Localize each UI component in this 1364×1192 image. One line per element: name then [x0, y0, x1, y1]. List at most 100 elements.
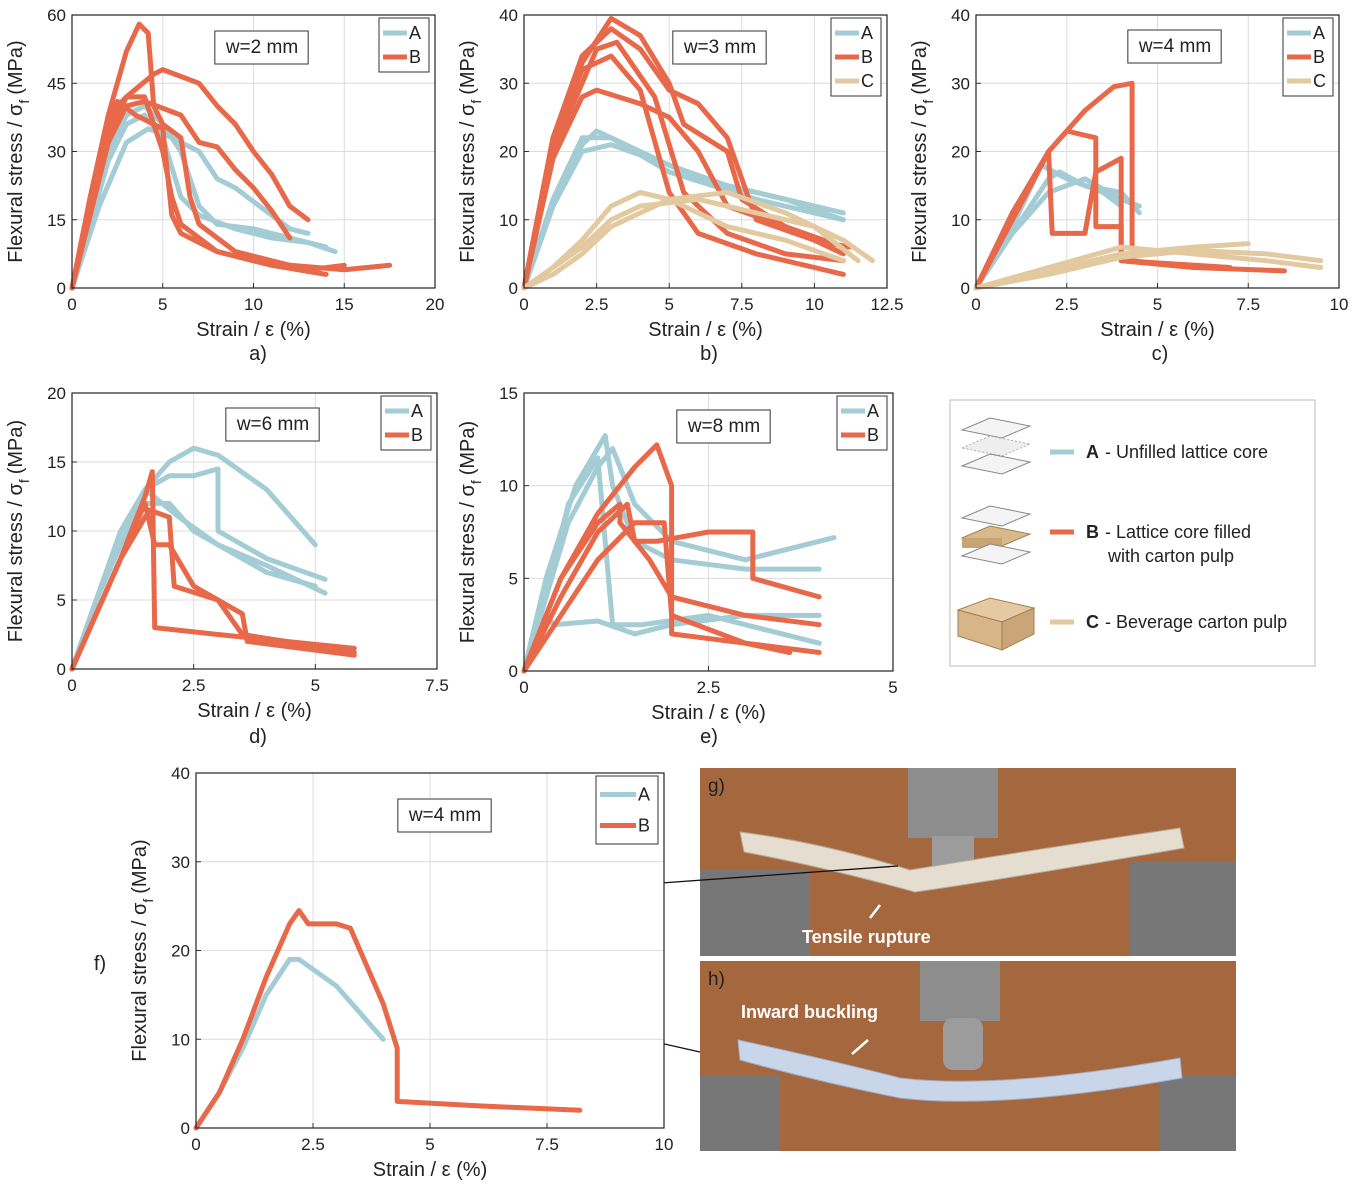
x-tick-label: 20 — [426, 295, 445, 314]
y-axis-label: Flexural stress / σf (MPa) — [5, 420, 32, 642]
legend-box — [380, 395, 432, 451]
legend-box — [836, 395, 888, 451]
y-axis-label-subscript: f — [468, 100, 484, 104]
panel-label: a) — [249, 343, 267, 365]
curve — [973, 244, 1324, 291]
y-axis-label-subscript: f — [16, 100, 32, 104]
y-tick-label: 5 — [57, 591, 66, 610]
curve — [69, 126, 311, 291]
x-tick-label: 2.5 — [301, 1135, 325, 1154]
y-tick-label: 0 — [181, 1119, 190, 1138]
y-axis-label-text: Flexural stress / σ — [457, 483, 479, 643]
y-axis-label-text: Flexural stress / σ — [5, 482, 27, 642]
x-tick-label: 7.5 — [425, 676, 449, 695]
legend-label: C — [861, 71, 874, 91]
x-tick-label: 10 — [805, 295, 824, 314]
chart: 0 2.5 5 7.5 10 12.5 0 10 20 30 40 w=3 mm ABC Strain /… — [457, 6, 904, 365]
legend-label: C — [1313, 71, 1326, 91]
legend-label: A — [409, 23, 421, 43]
x-tick-label: 2.5 — [182, 676, 206, 695]
legend-label: B — [638, 816, 650, 836]
y-tick-label: 0 — [509, 279, 518, 298]
panel-label: c) — [1152, 343, 1169, 365]
y-tick-label: 10 — [499, 211, 518, 230]
legend-label: B — [411, 425, 423, 445]
curve — [69, 21, 393, 291]
x-tick-label: 7.5 — [535, 1135, 559, 1154]
curve — [521, 53, 846, 291]
legend-label: B — [867, 425, 879, 445]
legend-label: B — [861, 47, 873, 67]
curve — [69, 112, 338, 291]
panel-label: f) — [94, 953, 106, 975]
y-axis-label: Flexural stress / σf (MPa) — [5, 40, 32, 262]
x-tick-label: 5 — [425, 1135, 434, 1154]
x-tick-label: 5 — [311, 676, 320, 695]
y-tick-label: 40 — [499, 6, 518, 25]
legend-label: A — [411, 401, 423, 421]
curve — [521, 26, 852, 291]
key-letter: B — [1086, 522, 1099, 542]
plot-frame — [195, 772, 665, 1129]
y-tick-label: 30 — [951, 74, 970, 93]
curve — [521, 189, 875, 291]
legend-box — [378, 17, 430, 73]
annotation-box — [672, 30, 767, 65]
y-tick-label: 20 — [951, 143, 970, 162]
x-tick-label: 5 — [1153, 295, 1162, 314]
curve — [521, 135, 846, 291]
y-axis-label-subscript: f — [16, 479, 32, 483]
key-text: with carton pulp — [1107, 546, 1234, 566]
photo-text: g) — [708, 776, 725, 797]
annotation-box — [214, 30, 309, 65]
y-tick-label: 10 — [951, 211, 970, 230]
curve — [69, 98, 329, 291]
curve — [69, 487, 318, 672]
legend-label: B — [1313, 47, 1325, 67]
plot-frame — [523, 14, 888, 289]
y-tick-label: 30 — [47, 143, 66, 162]
y-tick-label: 60 — [47, 6, 66, 25]
y-axis-label: Flexural stress / σf (MPa) — [129, 839, 156, 1061]
y-tick-label: 20 — [499, 143, 518, 162]
y-tick-label: 0 — [57, 279, 66, 298]
key-text: - Unfilled lattice core — [1105, 442, 1268, 462]
y-tick-label: 45 — [47, 74, 66, 93]
key-letter: C — [1086, 612, 1099, 632]
y-tick-label: 15 — [47, 211, 66, 230]
icon-c — [956, 597, 1036, 651]
x-tick-label: 2.5 — [585, 295, 609, 314]
y-axis-label-subscript: f — [920, 100, 936, 104]
y-tick-label: 10 — [47, 522, 66, 541]
x-tick-label: 7.5 — [1236, 295, 1260, 314]
curve — [973, 162, 1124, 291]
annotation: w=4 mm — [1138, 36, 1211, 57]
curve — [521, 39, 846, 291]
photo-text: Tensile rupture — [802, 927, 931, 947]
chart: 0 2.5 5 7.5 0 5 10 15 20 w=6 mm AB Strain / ε (%) Fl… — [5, 384, 449, 748]
annotation: w=2 mm — [225, 37, 298, 58]
x-tick-label: 0 — [67, 676, 76, 695]
y-tick-label: 20 — [171, 942, 190, 961]
panel-label: b) — [700, 343, 718, 365]
x-axis-label: Strain / ε (%) — [196, 319, 311, 341]
y-tick-label: 40 — [171, 764, 190, 783]
chart: 0 2.5 5 0 5 10 15 w=8 mm AB Strain / ε (%) Flexura… — [457, 384, 898, 748]
plot-frame — [71, 392, 438, 670]
legend-box — [595, 775, 659, 845]
y-axis-label-unit: (MPa) — [909, 40, 931, 94]
curve — [193, 908, 583, 1131]
y-axis-label-unit: (MPa) — [129, 839, 151, 893]
x-axis-label: Strain / ε (%) — [197, 700, 312, 722]
legend-label: A — [861, 23, 873, 43]
key-letter: A — [1086, 442, 1099, 462]
key-label: A - Unfilled lattice core — [1086, 442, 1268, 462]
panel-label: e) — [700, 726, 718, 748]
y-tick-label: 30 — [171, 853, 190, 872]
annotation: w=3 mm — [683, 37, 756, 58]
y-tick-label: 40 — [951, 6, 970, 25]
annotation: w=4 mm — [408, 805, 481, 826]
y-tick-label: 0 — [509, 662, 518, 681]
annotation: w=6 mm — [236, 414, 309, 435]
key-text: - Lattice core filled — [1105, 522, 1251, 542]
